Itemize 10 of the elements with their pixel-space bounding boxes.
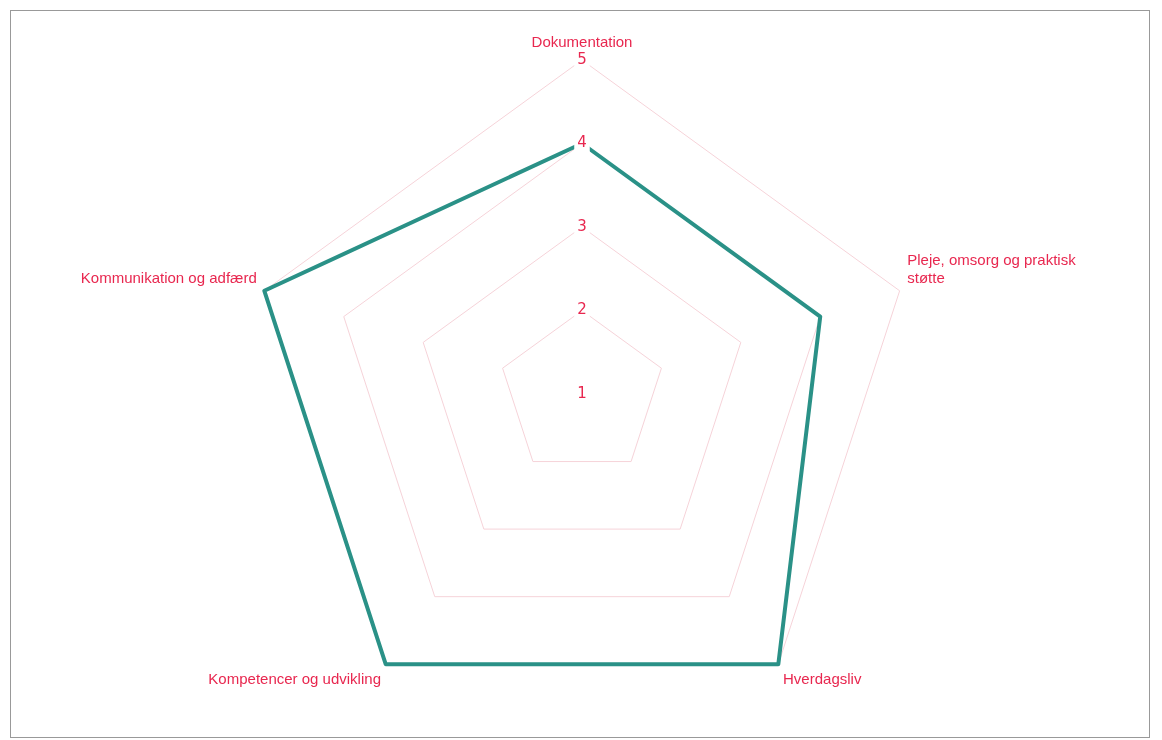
y-tick-label: 5: [577, 49, 587, 68]
spoke-label: Hverdagsliv: [783, 669, 862, 687]
spoke-label: Kommunikation og adfærd: [80, 269, 257, 287]
y-tick-label: 3: [577, 216, 587, 235]
y-tick-label: 1: [577, 383, 587, 402]
spoke-label: Pleje, omsorg og praktisk støtte: [907, 251, 1077, 287]
y-tick-label: 2: [577, 300, 587, 319]
spoke-label: Dokumentation: [531, 33, 633, 51]
spoke-label: Kompetencer og udvikling: [208, 669, 381, 687]
y-tick-label: 4: [577, 133, 587, 152]
